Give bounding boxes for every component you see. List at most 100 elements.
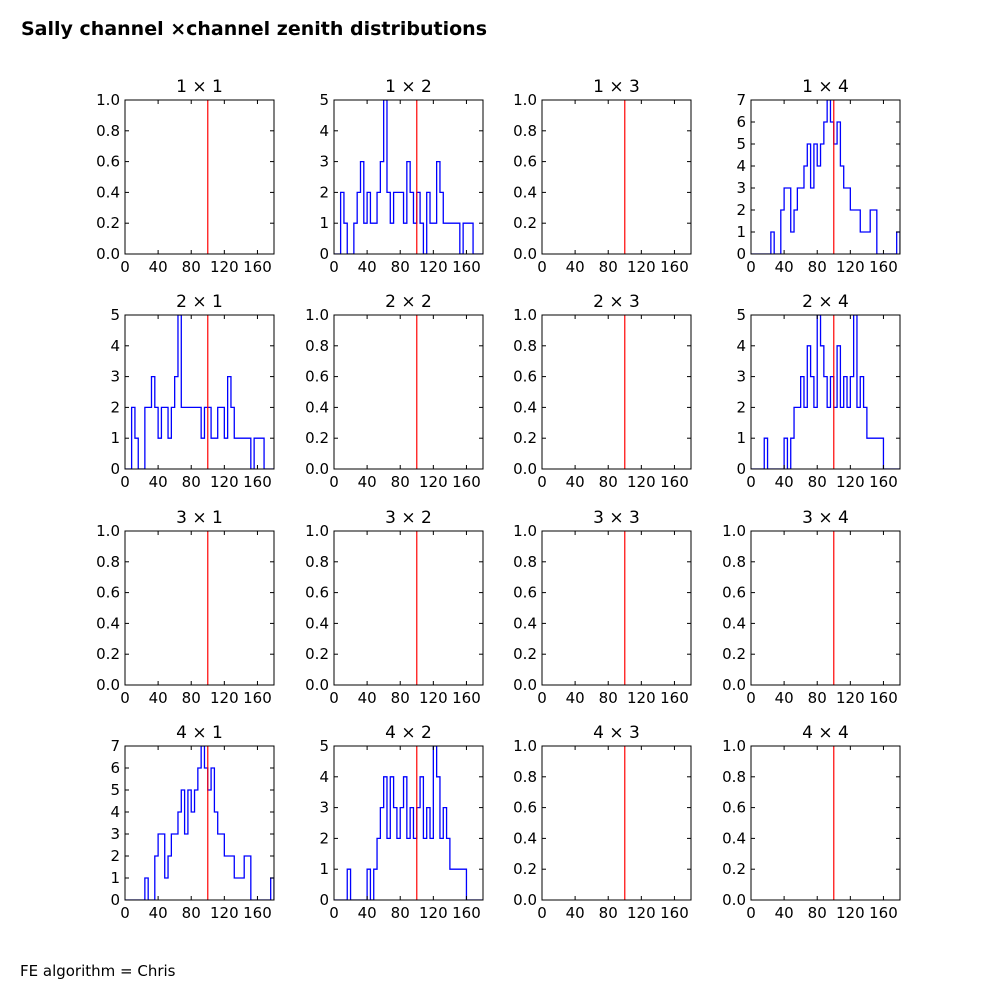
x-tick-label: 160 — [243, 689, 272, 707]
x-tick-label: 0 — [746, 689, 756, 707]
x-tick-label: 0 — [329, 258, 339, 276]
x-tick-label: 120 — [419, 689, 448, 707]
y-tick-label: 3 — [319, 153, 329, 171]
y-tick-label: 0.0 — [722, 891, 746, 909]
x-tick-label: 0 — [120, 904, 130, 922]
axes-frame — [750, 745, 901, 901]
subplot-title: 3 × 3 — [593, 508, 640, 528]
y-tick-label: 3 — [736, 368, 746, 386]
y-tick-label: 0.6 — [513, 799, 537, 817]
subplot-title: 2 × 2 — [385, 292, 432, 312]
x-tick-label: 40 — [149, 258, 168, 276]
y-tick-label: 0.6 — [305, 368, 329, 386]
y-tick-label: 3 — [110, 825, 120, 843]
x-tick-label: 160 — [452, 904, 481, 922]
subplot-2-4: 0 40 80 120 160 0 1 2 3 4 5 2 × 4 — [736, 292, 901, 491]
subplot-title: 4 × 4 — [802, 723, 849, 743]
y-tick-label: 5 — [736, 135, 746, 153]
x-tick-label: 120 — [419, 258, 448, 276]
y-tick-label: 1 — [736, 223, 746, 241]
x-tick-label: 0 — [537, 689, 547, 707]
x-tick-label: 120 — [627, 904, 656, 922]
y-tick-label: 1 — [319, 214, 329, 232]
x-tick-label: 160 — [452, 258, 481, 276]
x-tick-label: 160 — [869, 904, 898, 922]
subplot-3-2: 0 40 80 120 160 0.0 0.2 0.4 0.6 0.8 1.0 3 × 2 — [305, 508, 484, 707]
y-tick-label: 0.6 — [96, 584, 120, 602]
x-tick-label: 80 — [391, 473, 410, 491]
y-tick-label: 0.4 — [513, 183, 537, 201]
y-tick-label: 0.6 — [513, 584, 537, 602]
y-tick-label: 1 — [319, 860, 329, 878]
axes-frame — [124, 745, 275, 901]
x-tick-label: 80 — [182, 689, 201, 707]
y-tick-label: 0.2 — [513, 214, 537, 232]
x-tick-label: 40 — [149, 689, 168, 707]
y-tick-label: 0.2 — [305, 645, 329, 663]
y-tick-label: 0.6 — [513, 153, 537, 171]
y-tick-label: 6 — [110, 759, 120, 777]
y-tick-label: 0.0 — [305, 460, 329, 478]
x-tick-label: 40 — [566, 258, 585, 276]
x-tick-label: 120 — [210, 689, 239, 707]
y-tick-label: 1 — [736, 429, 746, 447]
x-tick-label: 120 — [836, 689, 865, 707]
x-tick-label: 80 — [808, 473, 827, 491]
subplot-title: 3 × 2 — [385, 508, 432, 528]
y-tick-label: 6 — [736, 113, 746, 131]
y-tick-label: 4 — [736, 157, 746, 175]
x-tick-label: 40 — [358, 258, 377, 276]
subplot-3-1: 0 40 80 120 160 0.0 0.2 0.4 0.6 0.8 1.0 3 × 1 — [96, 508, 275, 707]
x-tick-label: 160 — [869, 473, 898, 491]
y-tick-label: 1.0 — [513, 91, 537, 109]
y-tick-label: 0.2 — [513, 429, 537, 447]
x-tick-label: 40 — [566, 904, 585, 922]
subplot-2-3: 0 40 80 120 160 0.0 0.2 0.4 0.6 0.8 1.0 2 × 3 — [513, 292, 692, 491]
subplot-2-1: 0 40 80 120 160 0 1 2 3 4 5 2 × 1 — [110, 292, 275, 491]
subplot-title: 4 × 2 — [385, 723, 432, 743]
x-tick-label: 80 — [182, 258, 201, 276]
axes-frame — [541, 99, 692, 255]
x-tick-label: 120 — [836, 473, 865, 491]
subplot-title: 4 × 1 — [176, 723, 223, 743]
subplot-4-4: 0 40 80 120 160 0.0 0.2 0.4 0.6 0.8 1.0 4 × 4 — [722, 723, 901, 922]
y-tick-label: 1.0 — [722, 737, 746, 755]
y-tick-label: 0.8 — [513, 768, 537, 786]
subplot-title: 1 × 4 — [802, 77, 849, 97]
x-tick-label: 80 — [599, 904, 618, 922]
x-tick-label: 0 — [746, 258, 756, 276]
figure-title: Sally channel ×channel zenith distributi… — [21, 18, 488, 40]
y-tick-label: 0.0 — [305, 676, 329, 694]
x-tick-label: 120 — [836, 904, 865, 922]
y-tick-label: 0.2 — [96, 645, 120, 663]
y-tick-label: 4 — [110, 337, 120, 355]
x-tick-label: 120 — [627, 258, 656, 276]
axes-frame — [750, 99, 901, 255]
subplot-1-1: 0 40 80 120 160 0.0 0.2 0.4 0.6 0.8 1.0 1 × 1 — [96, 77, 275, 276]
y-tick-label: 5 — [319, 737, 329, 755]
y-tick-label: 0.0 — [722, 676, 746, 694]
x-tick-label: 80 — [391, 904, 410, 922]
x-tick-label: 0 — [120, 473, 130, 491]
x-tick-label: 160 — [660, 258, 689, 276]
y-tick-label: 0 — [736, 460, 746, 478]
x-tick-label: 80 — [808, 904, 827, 922]
x-tick-label: 160 — [869, 258, 898, 276]
histogram-series — [751, 315, 900, 469]
x-tick-label: 80 — [391, 689, 410, 707]
axes-frame — [124, 530, 275, 686]
y-tick-label: 0.8 — [305, 553, 329, 571]
y-tick-label: 5 — [110, 306, 120, 324]
y-tick-label: 0.6 — [513, 368, 537, 386]
x-tick-label: 160 — [452, 473, 481, 491]
subplot-title: 1 × 3 — [593, 77, 640, 97]
y-tick-label: 0.2 — [96, 214, 120, 232]
x-tick-label: 120 — [210, 473, 239, 491]
y-tick-label: 0.8 — [513, 337, 537, 355]
x-tick-label: 40 — [775, 904, 794, 922]
x-tick-label: 80 — [599, 258, 618, 276]
y-tick-label: 0 — [319, 891, 329, 909]
